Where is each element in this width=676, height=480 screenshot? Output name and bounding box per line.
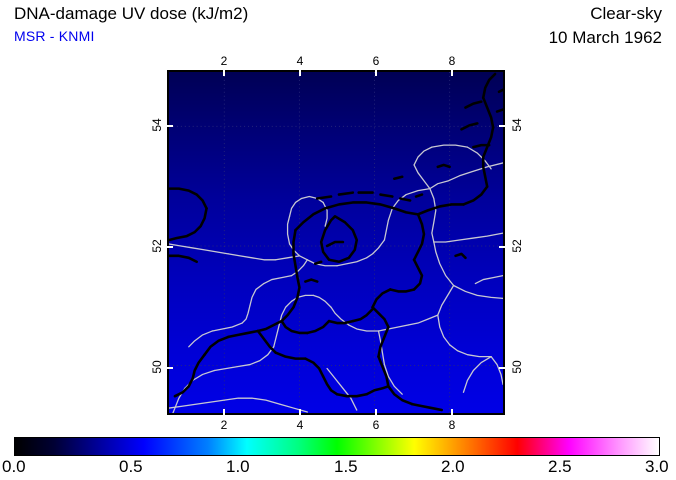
axis-tick-lat-right: 50 <box>510 360 524 374</box>
map-frame <box>167 70 505 415</box>
colorbar-tick-3: 1.5 <box>334 457 358 476</box>
axis-tick-lon-top: 8 <box>448 54 456 68</box>
date-label: 10 March 1962 <box>548 28 662 47</box>
colorbar-tick-6: 3.0 <box>645 457 669 476</box>
tick-mark <box>499 125 505 127</box>
colorbar-tick-4: 2.0 <box>441 457 465 476</box>
tick-mark <box>451 409 453 415</box>
map-panel: 2 4 6 8 2 4 6 8 54 52 50 54 52 50 <box>150 54 524 432</box>
colorbar-gradient <box>14 437 660 456</box>
tick-mark <box>299 409 301 415</box>
axis-tick-lon-bottom: 4 <box>296 418 304 432</box>
colorbar-tick-5: 2.5 <box>548 457 572 476</box>
axis-tick-lon-bottom: 6 <box>372 418 380 432</box>
tick-mark <box>499 367 505 369</box>
axis-tick-lat-left: 50 <box>150 360 164 374</box>
sky-condition-label: Clear-sky <box>590 4 662 23</box>
tick-mark <box>451 70 453 76</box>
colorbar-tick-0: 0.0 <box>2 457 26 476</box>
source-label: MSR - KNMI <box>14 28 95 44</box>
tick-mark <box>223 70 225 76</box>
axis-tick-lon-top: 4 <box>296 54 304 68</box>
axis-tick-lat-right: 52 <box>510 239 524 253</box>
colorbar-tick-2: 1.0 <box>226 457 250 476</box>
tick-mark <box>499 246 505 248</box>
tick-mark <box>299 70 301 76</box>
page-title: DNA-damage UV dose (kJ/m2) <box>14 4 249 23</box>
tick-mark <box>223 409 225 415</box>
tick-mark <box>167 367 173 369</box>
uv-dose-heatmap <box>169 72 503 413</box>
tick-mark <box>167 125 173 127</box>
colorbar-tick-labels: 0.0 0.5 1.0 1.5 2.0 2.5 3.0 <box>0 457 676 479</box>
colorbar <box>14 437 660 456</box>
colorbar-tick-1: 0.5 <box>119 457 143 476</box>
tick-mark <box>375 409 377 415</box>
axis-tick-lat-left: 52 <box>150 239 164 253</box>
axis-tick-lon-top: 2 <box>220 54 228 68</box>
tick-mark <box>375 70 377 76</box>
axis-tick-lat-right: 54 <box>510 118 524 132</box>
axis-tick-lon-bottom: 2 <box>220 418 228 432</box>
tick-mark <box>167 246 173 248</box>
axis-tick-lat-left: 54 <box>150 118 164 132</box>
axis-tick-lon-bottom: 8 <box>448 418 456 432</box>
axis-tick-lon-top: 6 <box>372 54 380 68</box>
